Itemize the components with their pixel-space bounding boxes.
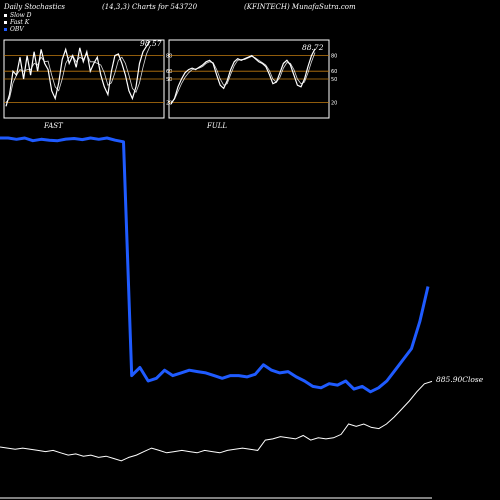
close-word: Close [462,375,484,384]
legend-label-fast-k: Fast K [9,19,30,26]
close-value: 885.90 [436,375,462,384]
close-price-label: 885.90Close [436,375,484,384]
full-tick-80: 80 [331,54,337,60]
full-last-value: 88.72 [302,43,324,52]
full-tick-60: 60 [331,69,337,75]
full-panel-label: FULL [206,122,227,130]
main-chart [0,136,433,462]
full-tick-50: 50 [331,77,337,83]
obv-line [0,136,430,394]
legend: Slow D Fast K OBV [4,12,32,33]
full-panel-lines [170,48,316,105]
full-tick-20: 20 [331,100,337,106]
legend-swatch-obv [4,28,7,31]
legend-label-slow-d: Slow D [10,12,32,19]
fast-panel-lines [5,40,151,107]
legend-swatch-fast-k [4,21,7,24]
full-panel-ticks: 20 50 60 80 [331,54,337,107]
full-panel-grid [169,55,329,103]
fast-line-fast-k [5,40,151,107]
full-line-slow-d [170,52,316,103]
fast-line-slow-d [5,46,151,103]
fast-panel-label: FAST [43,122,64,130]
header-left: Daily Stochastics [3,3,65,11]
price-line [0,380,433,462]
legend-swatch-slow-d [4,14,7,17]
full-stochastic-panel: 20 50 60 80 88.72 FULL [168,39,337,130]
full-line-fast-k [170,48,316,105]
header-right: (KFINTECH) MunafaSutra.com [244,3,356,11]
header-middle: (14,3,3) Charts for 543720 [102,3,198,11]
legend-label-obv: OBV [10,26,24,33]
fast-last-value: 98.57 [140,39,162,48]
